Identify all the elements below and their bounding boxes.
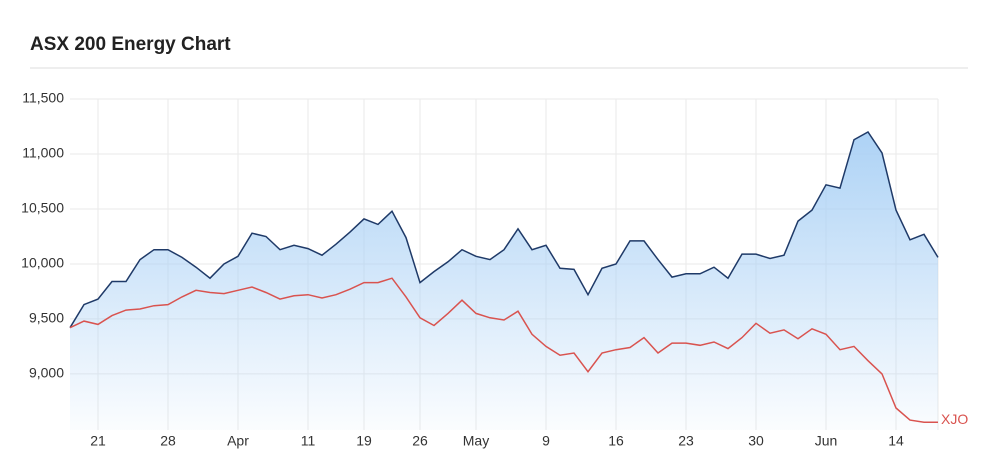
x-tick-label: 30 bbox=[748, 433, 764, 449]
x-tick-label: 11 bbox=[301, 433, 316, 449]
x-tick-label: 28 bbox=[160, 433, 176, 449]
x-tick-label: 9 bbox=[542, 433, 550, 449]
x-tick-label: 16 bbox=[608, 433, 624, 449]
y-tick-label: 10,000 bbox=[21, 255, 64, 271]
x-tick-label: 26 bbox=[412, 433, 428, 449]
series-label: XJO bbox=[941, 411, 968, 427]
series-line bbox=[69, 131, 939, 329]
series-area bbox=[70, 132, 938, 430]
series-line bbox=[69, 277, 938, 424]
y-tick-label: 10,500 bbox=[21, 200, 64, 216]
x-tick-label: 21 bbox=[90, 433, 106, 449]
y-tick-label: 11,500 bbox=[22, 90, 64, 106]
y-tick-label: 11,000 bbox=[22, 145, 64, 161]
x-tick-label: 19 bbox=[356, 433, 372, 449]
x-tick-label: Jun bbox=[815, 433, 838, 449]
chart-title: ASX 200 Energy Chart bbox=[30, 34, 231, 55]
y-tick-label: 9,500 bbox=[29, 310, 64, 326]
y-tick-label: 9,000 bbox=[29, 365, 64, 381]
x-tick-label: 23 bbox=[678, 433, 694, 449]
x-tick-label: May bbox=[463, 433, 489, 449]
x-tick-label: 14 bbox=[888, 433, 904, 449]
x-tick-label: Apr bbox=[227, 433, 249, 449]
